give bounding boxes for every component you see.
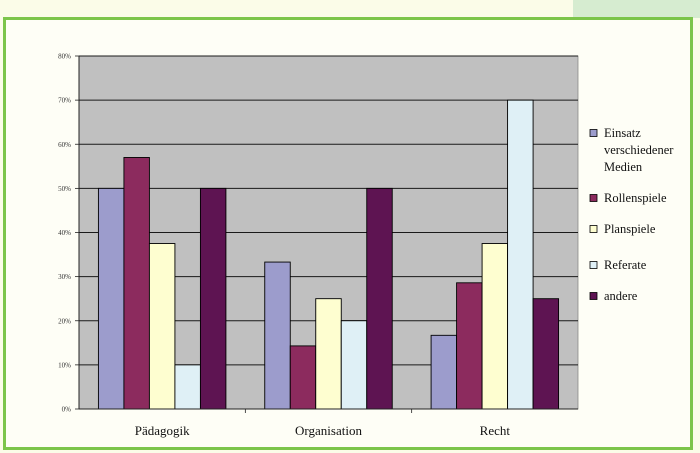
y-tick-label: 10% xyxy=(58,361,71,369)
bar xyxy=(289,345,317,410)
x-category-label: Pädagogik xyxy=(135,423,190,438)
legend-label: Referate xyxy=(604,258,647,272)
legend-label: Einsatz xyxy=(604,126,641,140)
bar xyxy=(315,298,342,410)
bar xyxy=(366,187,393,410)
bar xyxy=(199,187,227,410)
bar xyxy=(340,320,368,410)
legend-swatch xyxy=(589,225,598,233)
y-tick-label: 20% xyxy=(58,317,71,325)
legend-swatch xyxy=(589,261,598,269)
legend-label: andere xyxy=(604,289,638,303)
legend-label: Planspiele xyxy=(604,222,656,236)
legend-label: verschiedener xyxy=(604,143,674,157)
y-tick-label: 40% xyxy=(58,229,71,237)
y-tick-label: 70% xyxy=(58,97,71,105)
bar xyxy=(174,364,201,410)
legend-swatch xyxy=(589,129,598,137)
y-tick-label: 60% xyxy=(58,141,71,149)
bar xyxy=(507,99,534,410)
frame-top-band xyxy=(0,0,700,18)
x-category-label: Recht xyxy=(480,423,511,438)
bar xyxy=(123,157,150,410)
x-category-label: Organisation xyxy=(295,423,362,438)
bar xyxy=(532,298,560,410)
bar xyxy=(148,243,176,410)
legend-label: Medien xyxy=(604,160,643,174)
bar xyxy=(481,243,509,410)
bar xyxy=(456,282,483,410)
y-tick-label: 30% xyxy=(58,273,71,281)
bar xyxy=(97,187,125,410)
legend-swatch xyxy=(589,194,598,202)
legend-label: Rollenspiele xyxy=(604,191,667,205)
y-tick-label: 80% xyxy=(58,53,71,61)
bar xyxy=(264,261,291,410)
legend-swatch xyxy=(589,292,598,300)
bar xyxy=(430,334,458,410)
frame-top-right-block xyxy=(573,0,700,18)
y-tick-label: 0% xyxy=(62,406,72,414)
y-tick-label: 50% xyxy=(58,185,71,193)
